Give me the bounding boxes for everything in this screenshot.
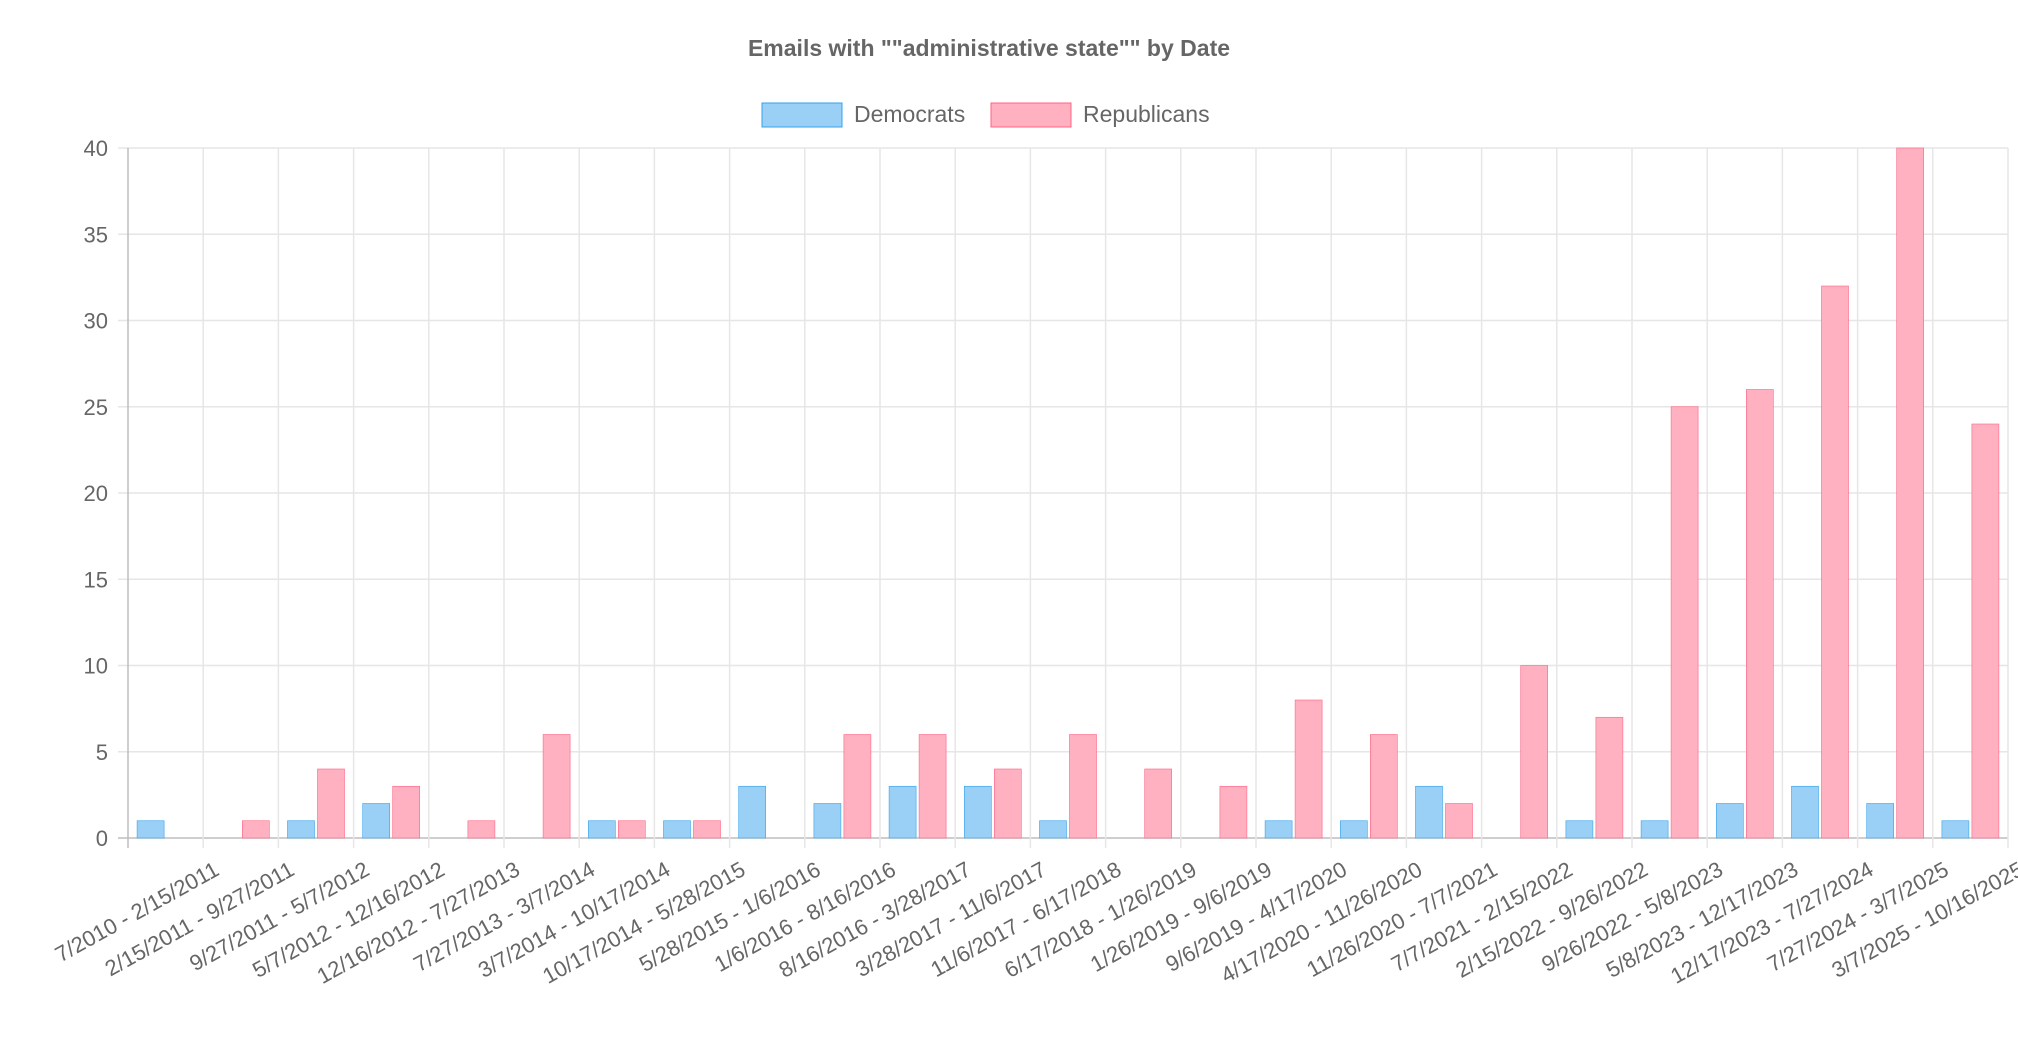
y-tick-label: 35 xyxy=(84,222,108,247)
bar-democrats-23[interactable] xyxy=(1866,803,1894,839)
bar-republicans-20[interactable] xyxy=(1670,406,1699,839)
y-tick-label: 25 xyxy=(84,395,108,420)
bar-democrats-6[interactable] xyxy=(587,820,616,839)
y-tick-label: 40 xyxy=(84,136,108,161)
bar-democrats-20[interactable] xyxy=(1640,820,1669,839)
bar-democrats-3[interactable] xyxy=(362,803,391,839)
bar-republicans-24[interactable] xyxy=(1971,423,2000,839)
bar-republicans-18[interactable] xyxy=(1520,665,1548,839)
bar-democrats-7[interactable] xyxy=(663,820,691,839)
y-tick-label: 15 xyxy=(84,567,108,592)
bar-republicans-22[interactable] xyxy=(1821,285,1849,839)
y-tick-label: 20 xyxy=(84,481,108,506)
bar-democrats-0[interactable] xyxy=(136,820,165,839)
bar-democrats-9[interactable] xyxy=(813,803,842,839)
grid xyxy=(118,147,2009,848)
bar-republicans-23[interactable] xyxy=(1896,147,1924,839)
y-tick-label: 10 xyxy=(84,654,108,679)
bar-republicans-14[interactable] xyxy=(1219,785,1248,839)
bar-democrats-15[interactable] xyxy=(1264,820,1293,839)
bar-republicans-5[interactable] xyxy=(542,734,571,839)
bars xyxy=(136,147,2000,839)
legend-swatch-republicans[interactable] xyxy=(990,102,1072,128)
bar-republicans-16[interactable] xyxy=(1370,734,1398,839)
bar-democrats-22[interactable] xyxy=(1791,785,1819,839)
bar-democrats-8[interactable] xyxy=(738,785,767,839)
y-axis-ticks: 0 5 10 15 20 25 30 35 40 xyxy=(84,136,108,851)
bar-republicans-10[interactable] xyxy=(918,734,947,839)
bar-republicans-3[interactable] xyxy=(392,785,421,839)
chart-title: Emails with ""administrative state"" by … xyxy=(748,35,1230,61)
legend-label-democrats[interactable]: Democrats xyxy=(854,101,965,127)
bar-republicans-13[interactable] xyxy=(1144,768,1172,839)
bar-democrats-16[interactable] xyxy=(1340,820,1368,839)
legend-swatch-democrats[interactable] xyxy=(761,102,843,128)
bar-republicans-6[interactable] xyxy=(617,820,646,839)
bar-republicans-21[interactable] xyxy=(1746,389,1774,839)
legend[interactable]: Democrats Republicans xyxy=(761,101,1210,128)
y-tick-label: 0 xyxy=(96,826,108,851)
bar-republicans-7[interactable] xyxy=(693,820,721,839)
bar-republicans-17[interactable] xyxy=(1445,803,1473,839)
bar-democrats-12[interactable] xyxy=(1039,820,1067,839)
bar-republicans-4[interactable] xyxy=(467,820,496,839)
bar-democrats-19[interactable] xyxy=(1565,820,1594,839)
legend-label-republicans[interactable]: Republicans xyxy=(1083,101,1210,127)
bar-democrats-11[interactable] xyxy=(963,785,992,839)
bar-republicans-19[interactable] xyxy=(1595,716,1624,839)
y-tick-label: 5 xyxy=(96,740,108,765)
bar-democrats-24[interactable] xyxy=(1941,820,1970,839)
bar-democrats-21[interactable] xyxy=(1716,803,1744,839)
bar-republicans-9[interactable] xyxy=(843,734,872,839)
bar-republicans-12[interactable] xyxy=(1069,734,1097,839)
bar-republicans-11[interactable] xyxy=(993,768,1022,839)
bar-republicans-15[interactable] xyxy=(1294,699,1323,839)
bar-democrats-17[interactable] xyxy=(1415,785,1443,839)
bar-democrats-10[interactable] xyxy=(888,785,917,839)
y-tick-label: 30 xyxy=(84,309,108,334)
bar-republicans-2[interactable] xyxy=(317,768,345,839)
bar-democrats-2[interactable] xyxy=(287,820,315,839)
bar-republicans-1[interactable] xyxy=(242,820,270,839)
